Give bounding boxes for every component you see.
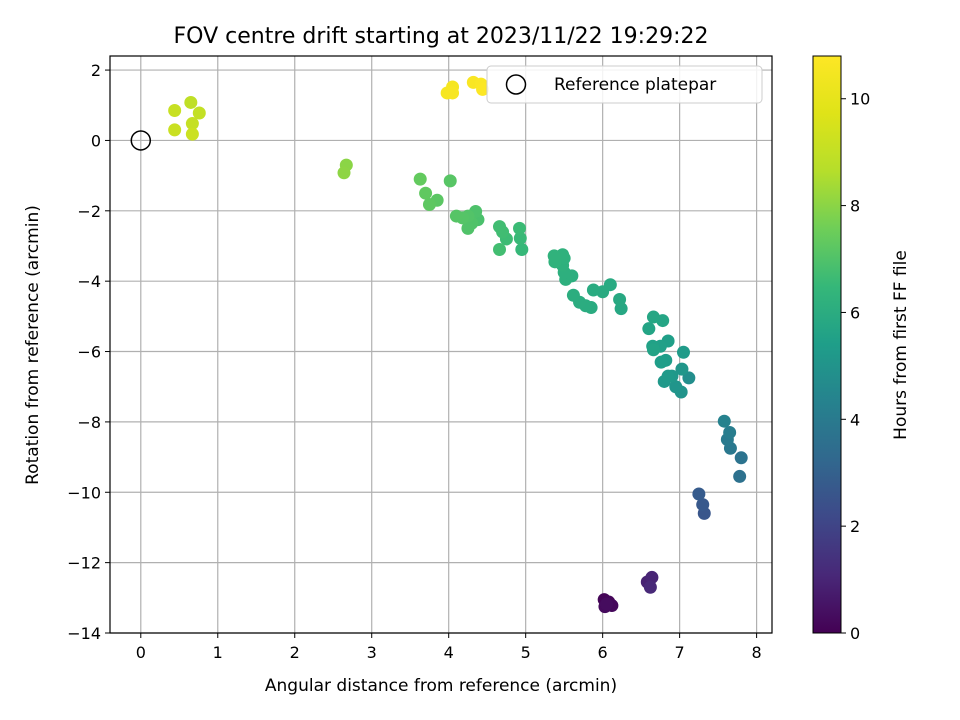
data-point bbox=[646, 343, 660, 357]
y-tick-label: 2 bbox=[91, 61, 101, 80]
x-tick-label: 4 bbox=[444, 643, 454, 662]
y-tick-label: −4 bbox=[77, 272, 101, 291]
reference-platepar-marker bbox=[130, 130, 152, 151]
x-tick-label: 8 bbox=[752, 643, 762, 662]
data-point bbox=[547, 249, 561, 263]
x-axis-label: Angular distance from reference (arcmin) bbox=[265, 676, 617, 696]
data-point bbox=[676, 345, 690, 359]
data-point bbox=[461, 221, 475, 235]
y-axis-label: Rotation from reference (arcmin) bbox=[23, 205, 43, 485]
colorbar-ticks: 0 2 4 6 8 10 bbox=[841, 90, 870, 643]
y-tick-label: −8 bbox=[77, 413, 101, 432]
data-point bbox=[669, 380, 683, 394]
x-tick-label: 7 bbox=[675, 643, 685, 662]
colorbar-tick-label: 2 bbox=[850, 517, 860, 536]
y-tick-label: 0 bbox=[91, 131, 101, 150]
data-point bbox=[654, 355, 668, 369]
x-tick-label: 1 bbox=[213, 643, 223, 662]
y-tick-label: −12 bbox=[67, 554, 101, 573]
colorbar-tick-label: 10 bbox=[850, 90, 870, 109]
data-point bbox=[337, 166, 351, 180]
data-point bbox=[717, 414, 731, 428]
x-tick-label: 6 bbox=[598, 643, 608, 662]
colorbar-tick-label: 8 bbox=[850, 197, 860, 216]
data-point bbox=[642, 322, 656, 336]
data-points bbox=[168, 75, 748, 614]
data-point bbox=[692, 487, 706, 501]
data-point bbox=[645, 570, 659, 584]
data-point bbox=[443, 174, 457, 188]
colorbar-tick-label: 0 bbox=[850, 624, 860, 643]
data-point bbox=[476, 82, 490, 96]
x-tick-label: 0 bbox=[136, 643, 146, 662]
data-point bbox=[493, 243, 507, 257]
data-point bbox=[185, 127, 199, 141]
colorbar-tick-label: 4 bbox=[850, 410, 860, 429]
data-point bbox=[600, 597, 613, 611]
data-point bbox=[184, 95, 198, 109]
data-point bbox=[646, 310, 660, 324]
data-point bbox=[734, 451, 748, 465]
chart-title: FOV centre drift starting at 2023/11/22 … bbox=[174, 24, 709, 49]
data-point bbox=[513, 221, 527, 235]
colorbar-tick-label: 6 bbox=[850, 303, 860, 322]
y-tick-label: −6 bbox=[77, 343, 101, 362]
data-point bbox=[413, 172, 427, 186]
data-point bbox=[168, 123, 182, 137]
data-point bbox=[168, 104, 182, 118]
y-tick-label: −10 bbox=[67, 483, 101, 502]
colorbar bbox=[812, 55, 842, 634]
x-axis-ticks: 0 1 2 3 4 5 6 7 8 bbox=[136, 633, 762, 662]
data-point bbox=[449, 209, 463, 223]
x-tick-label: 5 bbox=[521, 643, 531, 662]
legend-entry-reference-platepar: Reference platepar bbox=[554, 75, 716, 95]
data-point bbox=[422, 197, 436, 211]
data-point bbox=[696, 498, 710, 512]
y-tick-label: −2 bbox=[77, 202, 101, 221]
data-point bbox=[185, 117, 199, 131]
y-tick-label: −14 bbox=[67, 624, 101, 643]
data-point bbox=[643, 580, 657, 594]
legend-box bbox=[486, 65, 763, 104]
data-point bbox=[613, 292, 627, 306]
data-point bbox=[661, 369, 675, 383]
data-point bbox=[566, 288, 580, 302]
data-point bbox=[192, 106, 206, 120]
plot-frame bbox=[109, 55, 773, 634]
data-point bbox=[493, 220, 507, 234]
data-point bbox=[586, 283, 600, 297]
data-point bbox=[675, 362, 689, 376]
x-tick-label: 3 bbox=[367, 643, 377, 662]
data-point bbox=[513, 231, 527, 245]
legend: Reference platepar bbox=[486, 65, 763, 104]
data-point bbox=[419, 186, 433, 200]
data-point bbox=[723, 425, 737, 439]
data-point bbox=[446, 86, 460, 100]
colorbar-label: Hours from first FF file bbox=[891, 250, 911, 440]
data-point bbox=[515, 243, 529, 257]
legend-marker bbox=[505, 74, 527, 95]
y-axis-ticks: −14 −12 −10 −8 −6 −4 −2 0 2 bbox=[67, 61, 110, 643]
x-tick-label: 2 bbox=[290, 643, 300, 662]
data-point bbox=[733, 469, 747, 483]
data-point bbox=[682, 371, 696, 385]
